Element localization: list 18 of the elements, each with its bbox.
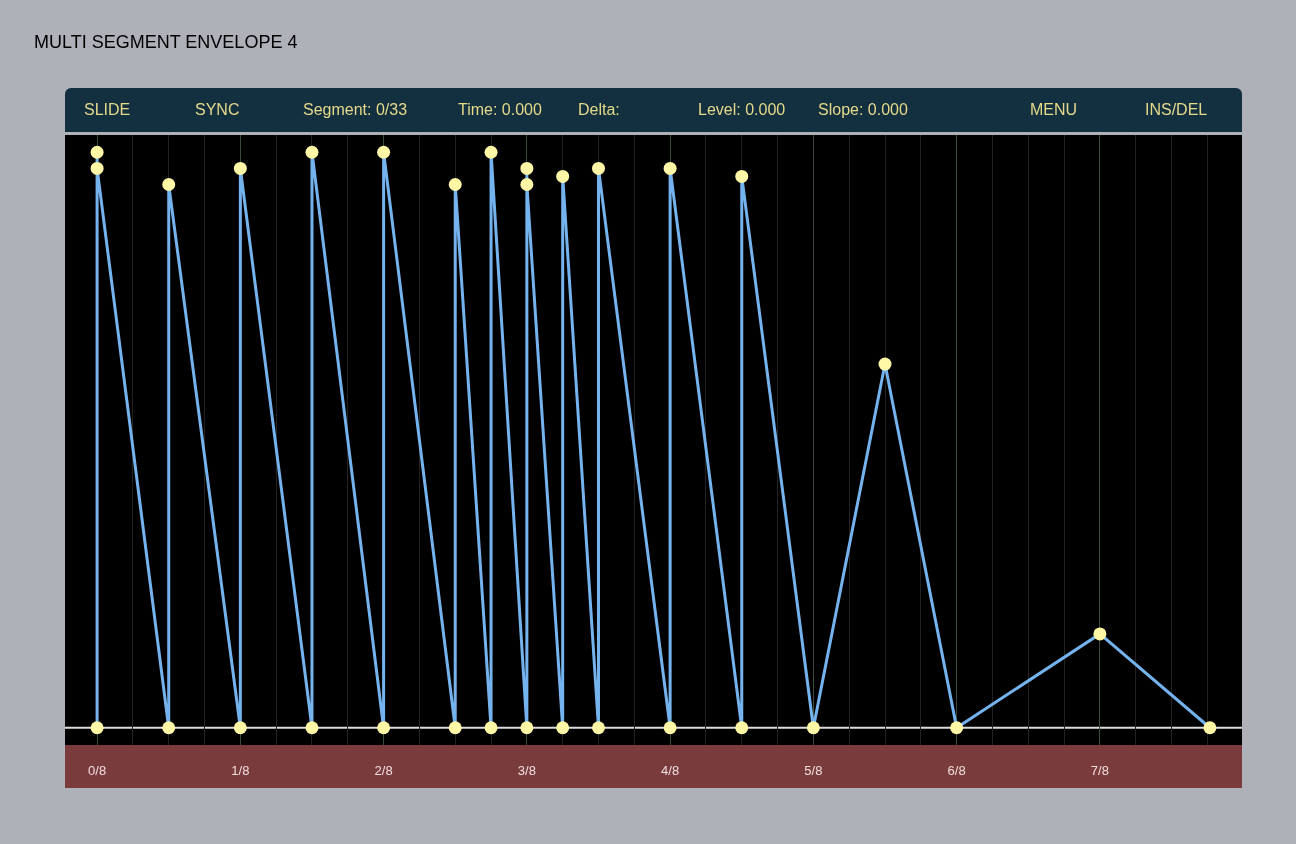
text: SLIDE: [84, 101, 131, 119]
x-tick-label: 5/8: [804, 763, 823, 778]
text: Level: 0.000: [698, 101, 786, 119]
text: Delta:: [578, 101, 620, 119]
x-tick-label: 7/8: [1090, 763, 1109, 778]
chart-title: MULTI SEGMENT ENVELOPE 4: [34, 32, 298, 53]
x-tick-label: 0/8: [88, 763, 107, 778]
text: Slope: 0.000: [818, 101, 908, 119]
x-tick-label: 1/8: [231, 763, 250, 778]
x-tick-label: 6/8: [947, 763, 966, 778]
text: Time: 0.000: [458, 101, 542, 119]
x-tick-label: 2/8: [374, 763, 393, 778]
text: INS/DEL: [1145, 101, 1208, 119]
x-tick-label: 4/8: [661, 763, 680, 778]
text: MENU: [1030, 101, 1078, 119]
text: SYNC: [195, 101, 240, 119]
x-tick-label: 3/8: [517, 763, 536, 778]
text: Segment: 0/33: [303, 101, 408, 119]
